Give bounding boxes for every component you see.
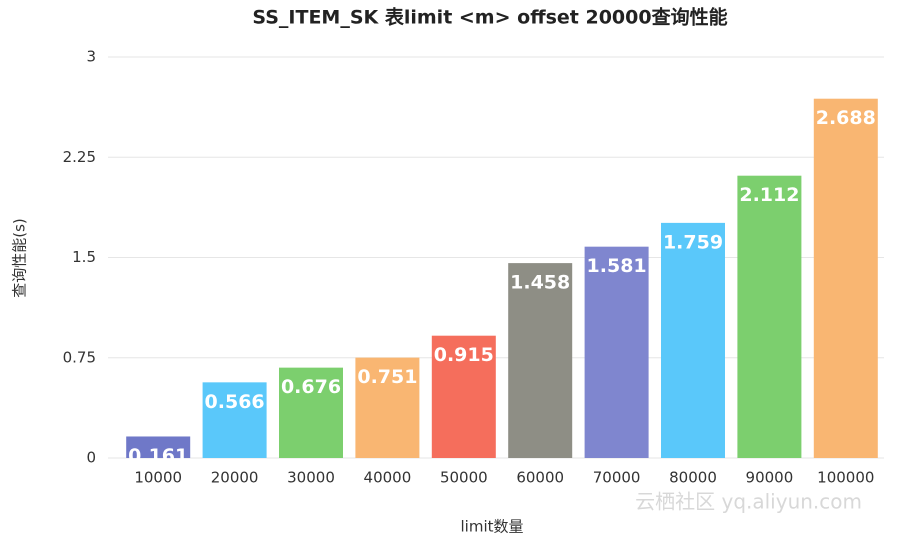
value-label: 1.581 bbox=[587, 255, 647, 277]
x-tick-label: 80000 bbox=[669, 469, 717, 487]
y-axis-label: 查询性能(s) bbox=[11, 218, 29, 298]
x-tick-label: 20000 bbox=[211, 469, 259, 487]
bar bbox=[813, 98, 878, 458]
x-tick-label: 70000 bbox=[593, 469, 641, 487]
bar bbox=[584, 246, 649, 458]
x-tick-label: 40000 bbox=[364, 469, 412, 487]
value-label: 0.915 bbox=[434, 344, 494, 366]
bar bbox=[202, 382, 267, 458]
chart-title: SS_ITEM_SK 表limit <m> offset 20000查询性能 bbox=[252, 6, 727, 29]
bar bbox=[355, 357, 420, 458]
x-tick-label: 10000 bbox=[134, 469, 182, 487]
x-tick-label: 60000 bbox=[516, 469, 564, 487]
value-label: 1.458 bbox=[510, 272, 570, 294]
value-label: 2.688 bbox=[816, 107, 876, 129]
y-tick-label: 0.75 bbox=[63, 348, 96, 366]
x-tick-label: 100000 bbox=[817, 469, 874, 487]
value-label: 0.676 bbox=[281, 376, 341, 398]
y-tick-label: 2.25 bbox=[63, 148, 96, 166]
bar bbox=[661, 222, 725, 458]
y-tick-label: 3 bbox=[86, 48, 96, 66]
bar bbox=[126, 436, 191, 458]
value-label: 0.161 bbox=[128, 445, 188, 467]
x-axis-label: limit数量 bbox=[461, 518, 524, 536]
value-label: 0.566 bbox=[205, 391, 265, 413]
bar bbox=[431, 335, 496, 458]
y-tick-label: 0 bbox=[86, 449, 96, 467]
x-tick-label: 90000 bbox=[746, 469, 794, 487]
value-label: 2.112 bbox=[739, 184, 799, 206]
bar bbox=[508, 263, 573, 458]
watermark: 云栖社区 yq.aliyun.com bbox=[635, 490, 862, 514]
bar bbox=[737, 175, 802, 459]
x-tick-label: 30000 bbox=[287, 469, 335, 487]
x-tick-label: 50000 bbox=[440, 469, 488, 487]
bar bbox=[279, 367, 343, 458]
value-label: 0.751 bbox=[357, 366, 417, 388]
value-label: 1.759 bbox=[663, 231, 723, 253]
y-tick-label: 1.5 bbox=[72, 248, 96, 266]
